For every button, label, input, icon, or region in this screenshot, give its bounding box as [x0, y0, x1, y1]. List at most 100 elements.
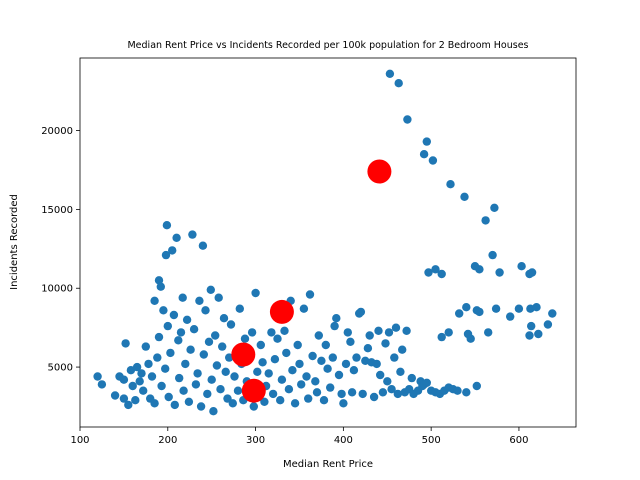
data-point: [341, 359, 351, 369]
data-point: [543, 320, 553, 329]
y-tick-label: 15000: [41, 205, 73, 216]
plot-area: [93, 69, 557, 416]
x-tick-label: 100: [70, 435, 89, 446]
data-point: [201, 306, 210, 315]
data-point: [135, 377, 144, 386]
data-point: [446, 180, 455, 189]
data-point: [189, 325, 199, 334]
data-point: [517, 262, 526, 271]
data-point: [172, 233, 181, 242]
data-point: [141, 342, 150, 351]
data-point: [219, 314, 229, 323]
data-point: [444, 328, 453, 337]
data-point: [110, 391, 120, 400]
data-point: [221, 367, 230, 376]
data-point: [196, 402, 206, 411]
data-point: [214, 293, 223, 302]
data-point: [290, 399, 300, 408]
data-point: [369, 392, 379, 402]
data-point: [256, 340, 265, 350]
data-point: [330, 321, 339, 331]
data-point: [326, 383, 335, 392]
data-point: [374, 326, 383, 335]
data-point: [170, 400, 179, 410]
data-point: [235, 304, 244, 313]
data-point: [228, 399, 237, 408]
data-point: [240, 334, 250, 343]
data-point: [495, 268, 504, 277]
data-point: [419, 150, 429, 159]
data-point: [394, 79, 403, 88]
data-point: [422, 137, 431, 146]
highlight-point: [231, 342, 256, 367]
data-point: [204, 337, 214, 346]
data-point: [490, 203, 499, 212]
data-point: [182, 315, 192, 324]
data-point: [195, 296, 204, 305]
data-point: [176, 328, 186, 337]
x-tick-label: 400: [334, 435, 353, 446]
data-point: [121, 339, 130, 348]
data-point: [168, 246, 177, 255]
data-point: [169, 310, 179, 320]
highlight-point: [241, 378, 266, 403]
data-point: [284, 385, 294, 394]
data-point: [305, 290, 315, 299]
data-point: [337, 389, 346, 399]
data-point: [437, 332, 446, 342]
data-point: [157, 381, 166, 391]
data-point: [358, 389, 367, 399]
data-point: [216, 385, 225, 394]
data-point: [527, 321, 536, 331]
data-point: [422, 378, 431, 387]
data-point: [230, 372, 239, 381]
data-point: [466, 334, 475, 343]
data-point: [365, 331, 374, 340]
x-tick-label: 600: [509, 435, 528, 446]
chart-title: Median Rent Price vs Incidents Recorded …: [127, 40, 528, 51]
data-point: [308, 351, 317, 361]
x-tick-label: 300: [246, 435, 265, 446]
data-point: [198, 241, 208, 250]
data-point: [299, 304, 309, 313]
data-point: [178, 293, 187, 302]
data-point: [548, 309, 557, 318]
data-point: [393, 389, 402, 399]
data-point: [282, 348, 291, 358]
x-axis-label: Median Rent Price: [283, 459, 373, 470]
data-point: [163, 321, 172, 331]
data-point: [460, 192, 469, 201]
data-point: [475, 265, 484, 274]
data-point: [402, 326, 411, 335]
data-point: [407, 373, 416, 383]
data-point: [132, 362, 142, 372]
x-tick-label: 500: [422, 435, 441, 446]
data-point: [424, 268, 433, 277]
data-point: [137, 369, 146, 378]
data-point: [144, 359, 153, 369]
data-point: [139, 386, 148, 395]
data-point: [352, 353, 361, 362]
data-point: [347, 388, 357, 397]
data-point: [249, 402, 258, 411]
data-point: [97, 380, 107, 389]
highlight-point: [269, 299, 294, 324]
data-point: [264, 369, 273, 378]
data-point: [174, 336, 183, 345]
data-point: [280, 326, 289, 335]
data-point: [184, 397, 194, 406]
data-point: [147, 372, 157, 381]
data-point: [128, 381, 137, 391]
data-point: [384, 328, 394, 337]
data-point: [293, 340, 302, 350]
data-point: [390, 353, 399, 362]
data-point: [186, 345, 195, 354]
data-point: [150, 296, 159, 305]
highlight-point: [367, 159, 392, 184]
data-point: [119, 375, 129, 384]
data-point: [328, 353, 337, 362]
data-point: [396, 367, 405, 376]
data-point: [453, 386, 462, 395]
data-point: [226, 320, 236, 329]
